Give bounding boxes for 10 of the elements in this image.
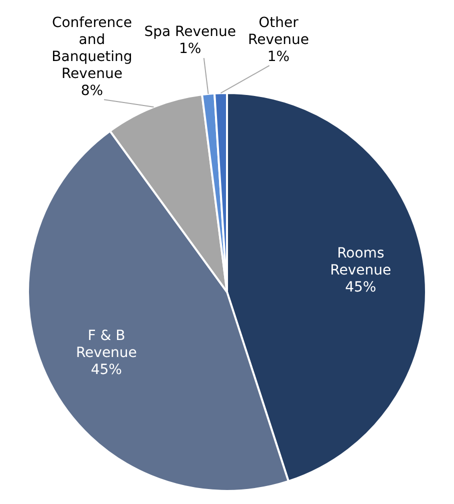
slice-label: Conference and Banqueting Revenue — [52, 14, 132, 82]
slice-label: Spa Revenue — [144, 24, 236, 40]
data-label: 45% — [90, 362, 122, 378]
data-label: 1% — [179, 41, 202, 58]
slice-label: Other Revenue — [248, 14, 309, 48]
data-label: 1% — [267, 48, 290, 65]
slice-label: Rooms Revenue — [330, 245, 392, 278]
data-label: 45% — [345, 279, 376, 296]
data-label: 8% — [80, 82, 104, 99]
slice-label: F & B Revenue — [76, 328, 137, 362]
